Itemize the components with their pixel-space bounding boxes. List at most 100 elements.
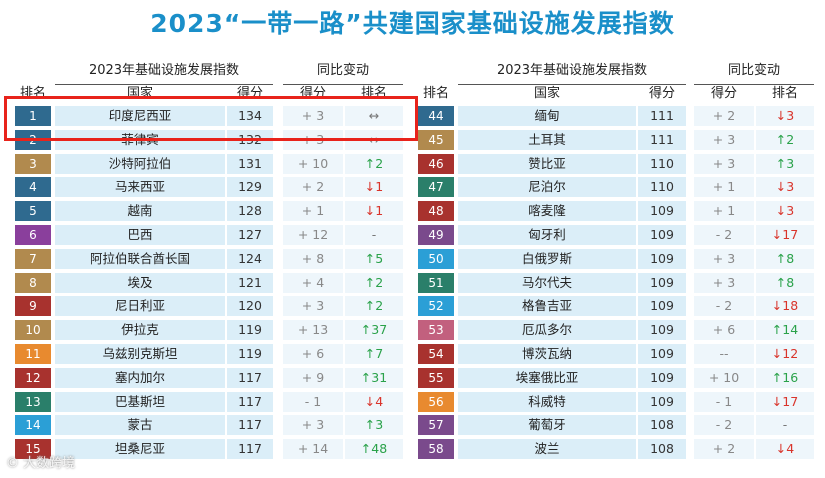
country-cell: 科威特 — [458, 391, 636, 412]
table-row: 47 尼泊尔 110 + 1 ↓3 — [418, 175, 814, 199]
change-rank-cell: ↑31 — [345, 367, 403, 388]
group-header-row: 2023年基础设施发展指数 同比变动 — [15, 58, 403, 85]
change-rank-cell: ↑8 — [756, 272, 814, 293]
score-cell: 117 — [227, 439, 273, 460]
change-rank-cell: ↑2 — [756, 129, 814, 150]
change-score-cell: + 4 — [283, 272, 343, 293]
ranking-table-right: 2023年基础设施发展指数 同比变动 排名 国家 得分 得分 排名 44 缅甸 11… — [418, 58, 814, 461]
change-rank-cell: ↓12 — [756, 343, 814, 364]
country-cell: 格鲁吉亚 — [458, 296, 636, 317]
group-header-change: 同比变动 — [283, 58, 403, 85]
country-cell: 葡萄牙 — [458, 415, 636, 436]
score-cell: 127 — [227, 224, 273, 245]
group-header-index: 2023年基础设施发展指数 — [55, 58, 273, 85]
rank-cell: 46 — [418, 153, 454, 174]
country-cell: 尼日利亚 — [55, 296, 225, 317]
change-score-cell: -- — [694, 343, 754, 364]
col-header-score: 得分 — [236, 86, 263, 101]
group-header-change: 同比变动 — [694, 58, 814, 85]
score-cell: 109 — [638, 272, 686, 293]
score-cell: 109 — [638, 320, 686, 341]
watermark: © 大数跨境 — [6, 456, 76, 471]
country-cell: 缅甸 — [458, 106, 636, 126]
col-header-change-rank: 排名 — [771, 86, 798, 101]
column-header-row: 排名 国家 得分 得分 排名 — [418, 84, 814, 104]
change-rank-cell: ↑3 — [756, 153, 814, 174]
change-score-cell: + 1 — [694, 177, 754, 198]
country-cell: 赞比亚 — [458, 153, 636, 174]
change-rank-cell: ↔ — [345, 106, 403, 126]
change-rank-cell: ↑37 — [345, 320, 403, 341]
rank-cell: 55 — [418, 367, 454, 388]
rank-cell: 57 — [418, 415, 454, 436]
score-cell: 109 — [638, 391, 686, 412]
change-rank-cell: ↓3 — [756, 106, 814, 126]
country-cell: 土耳其 — [458, 129, 636, 150]
score-cell: 134 — [227, 106, 273, 126]
table-row: 2 菲律宾 132 + 3 ↔ — [15, 128, 403, 152]
rank-cell: 3 — [15, 153, 51, 174]
country-cell: 伊拉克 — [55, 320, 225, 341]
change-score-cell: + 6 — [283, 343, 343, 364]
rank-cell: 6 — [15, 224, 51, 245]
score-cell: 108 — [638, 439, 686, 460]
change-rank-cell: ↓4 — [756, 439, 814, 460]
rank-cell: 45 — [418, 129, 454, 150]
country-cell: 越南 — [55, 201, 225, 222]
table-body-right: 44 缅甸 111 + 2 ↓3 45 土耳其 111 + 3 ↑2 46 赞比亚 110 + 3 ↑3 47… — [418, 104, 814, 461]
table-row: 50 白俄罗斯 109 + 3 ↑8 — [418, 247, 814, 271]
change-rank-cell: ↑5 — [345, 248, 403, 269]
rank-cell: 54 — [418, 343, 454, 364]
rank-cell: 12 — [15, 367, 51, 388]
table-row: 58 波兰 108 + 2 ↓4 — [418, 437, 814, 461]
rank-cell: 7 — [15, 248, 51, 269]
country-cell: 白俄罗斯 — [458, 248, 636, 269]
table-row: 11 乌兹别克斯坦 119 + 6 ↑7 — [15, 342, 403, 366]
change-score-cell: + 2 — [694, 439, 754, 460]
rank-cell: 8 — [15, 272, 51, 293]
change-rank-cell: ↑3 — [345, 415, 403, 436]
table-row: 6 巴西 127 + 12- — [15, 223, 403, 247]
change-score-cell: - 2 — [694, 224, 754, 245]
score-cell: 109 — [638, 367, 686, 388]
table-row: 1 印度尼西亚 134 + 3 ↔ — [15, 104, 403, 128]
change-score-cell: + 14 — [283, 439, 343, 460]
col-header-change-score: 得分 — [710, 86, 737, 101]
score-cell: 111 — [638, 129, 686, 150]
country-cell: 菲律宾 — [55, 129, 225, 150]
score-cell: 119 — [227, 343, 273, 364]
change-rank-cell: ↑2 — [345, 272, 403, 293]
ranking-table-left: 2023年基础设施发展指数 同比变动 排名 国家 得分 得分 排名 1 印度尼西亚… — [15, 58, 403, 461]
change-score-cell: + 3 — [694, 129, 754, 150]
table-row: 8 埃及 121 + 4 ↑2 — [15, 271, 403, 295]
table-row: 56 科威特 109 - 1 ↓17 — [418, 390, 814, 414]
change-rank-cell: ↑2 — [345, 296, 403, 317]
table-row: 14 蒙古 117 + 3 ↑3 — [15, 413, 403, 437]
change-rank-cell: ↓4 — [345, 391, 403, 412]
change-rank-cell: ↓1 — [345, 177, 403, 198]
score-cell: 109 — [638, 248, 686, 269]
score-cell: 111 — [638, 106, 686, 126]
change-rank-cell: ↑7 — [345, 343, 403, 364]
score-cell: 131 — [227, 153, 273, 174]
col-header-score: 得分 — [648, 86, 675, 101]
country-cell: 喀麦隆 — [458, 201, 636, 222]
table-row: 53 厄瓜多尔 109 + 6 ↑14 — [418, 318, 814, 342]
change-rank-cell: - — [345, 224, 403, 245]
score-cell: 117 — [227, 391, 273, 412]
table-row: 57 葡萄牙 108 - 2- — [418, 413, 814, 437]
table-row: 5 越南 128 + 1 ↓1 — [15, 199, 403, 223]
rank-cell: 15 — [15, 439, 51, 460]
rank-cell: 2 — [15, 129, 51, 150]
rank-cell: 44 — [418, 106, 454, 126]
page-title: 2023“一带一路”共建国家基础设施发展指数 — [150, 9, 675, 38]
column-header-row: 排名 国家 得分 得分 排名 — [15, 84, 403, 104]
rank-cell: 47 — [418, 177, 454, 198]
rank-cell: 4 — [15, 177, 51, 198]
rank-cell: 9 — [15, 296, 51, 317]
change-rank-cell: ↓17 — [756, 391, 814, 412]
score-cell: 124 — [227, 248, 273, 269]
table-row: 51 马尔代夫 109 + 3 ↑8 — [418, 271, 814, 295]
score-cell: 117 — [227, 367, 273, 388]
table-row: 48 喀麦隆 109 + 1 ↓3 — [418, 199, 814, 223]
